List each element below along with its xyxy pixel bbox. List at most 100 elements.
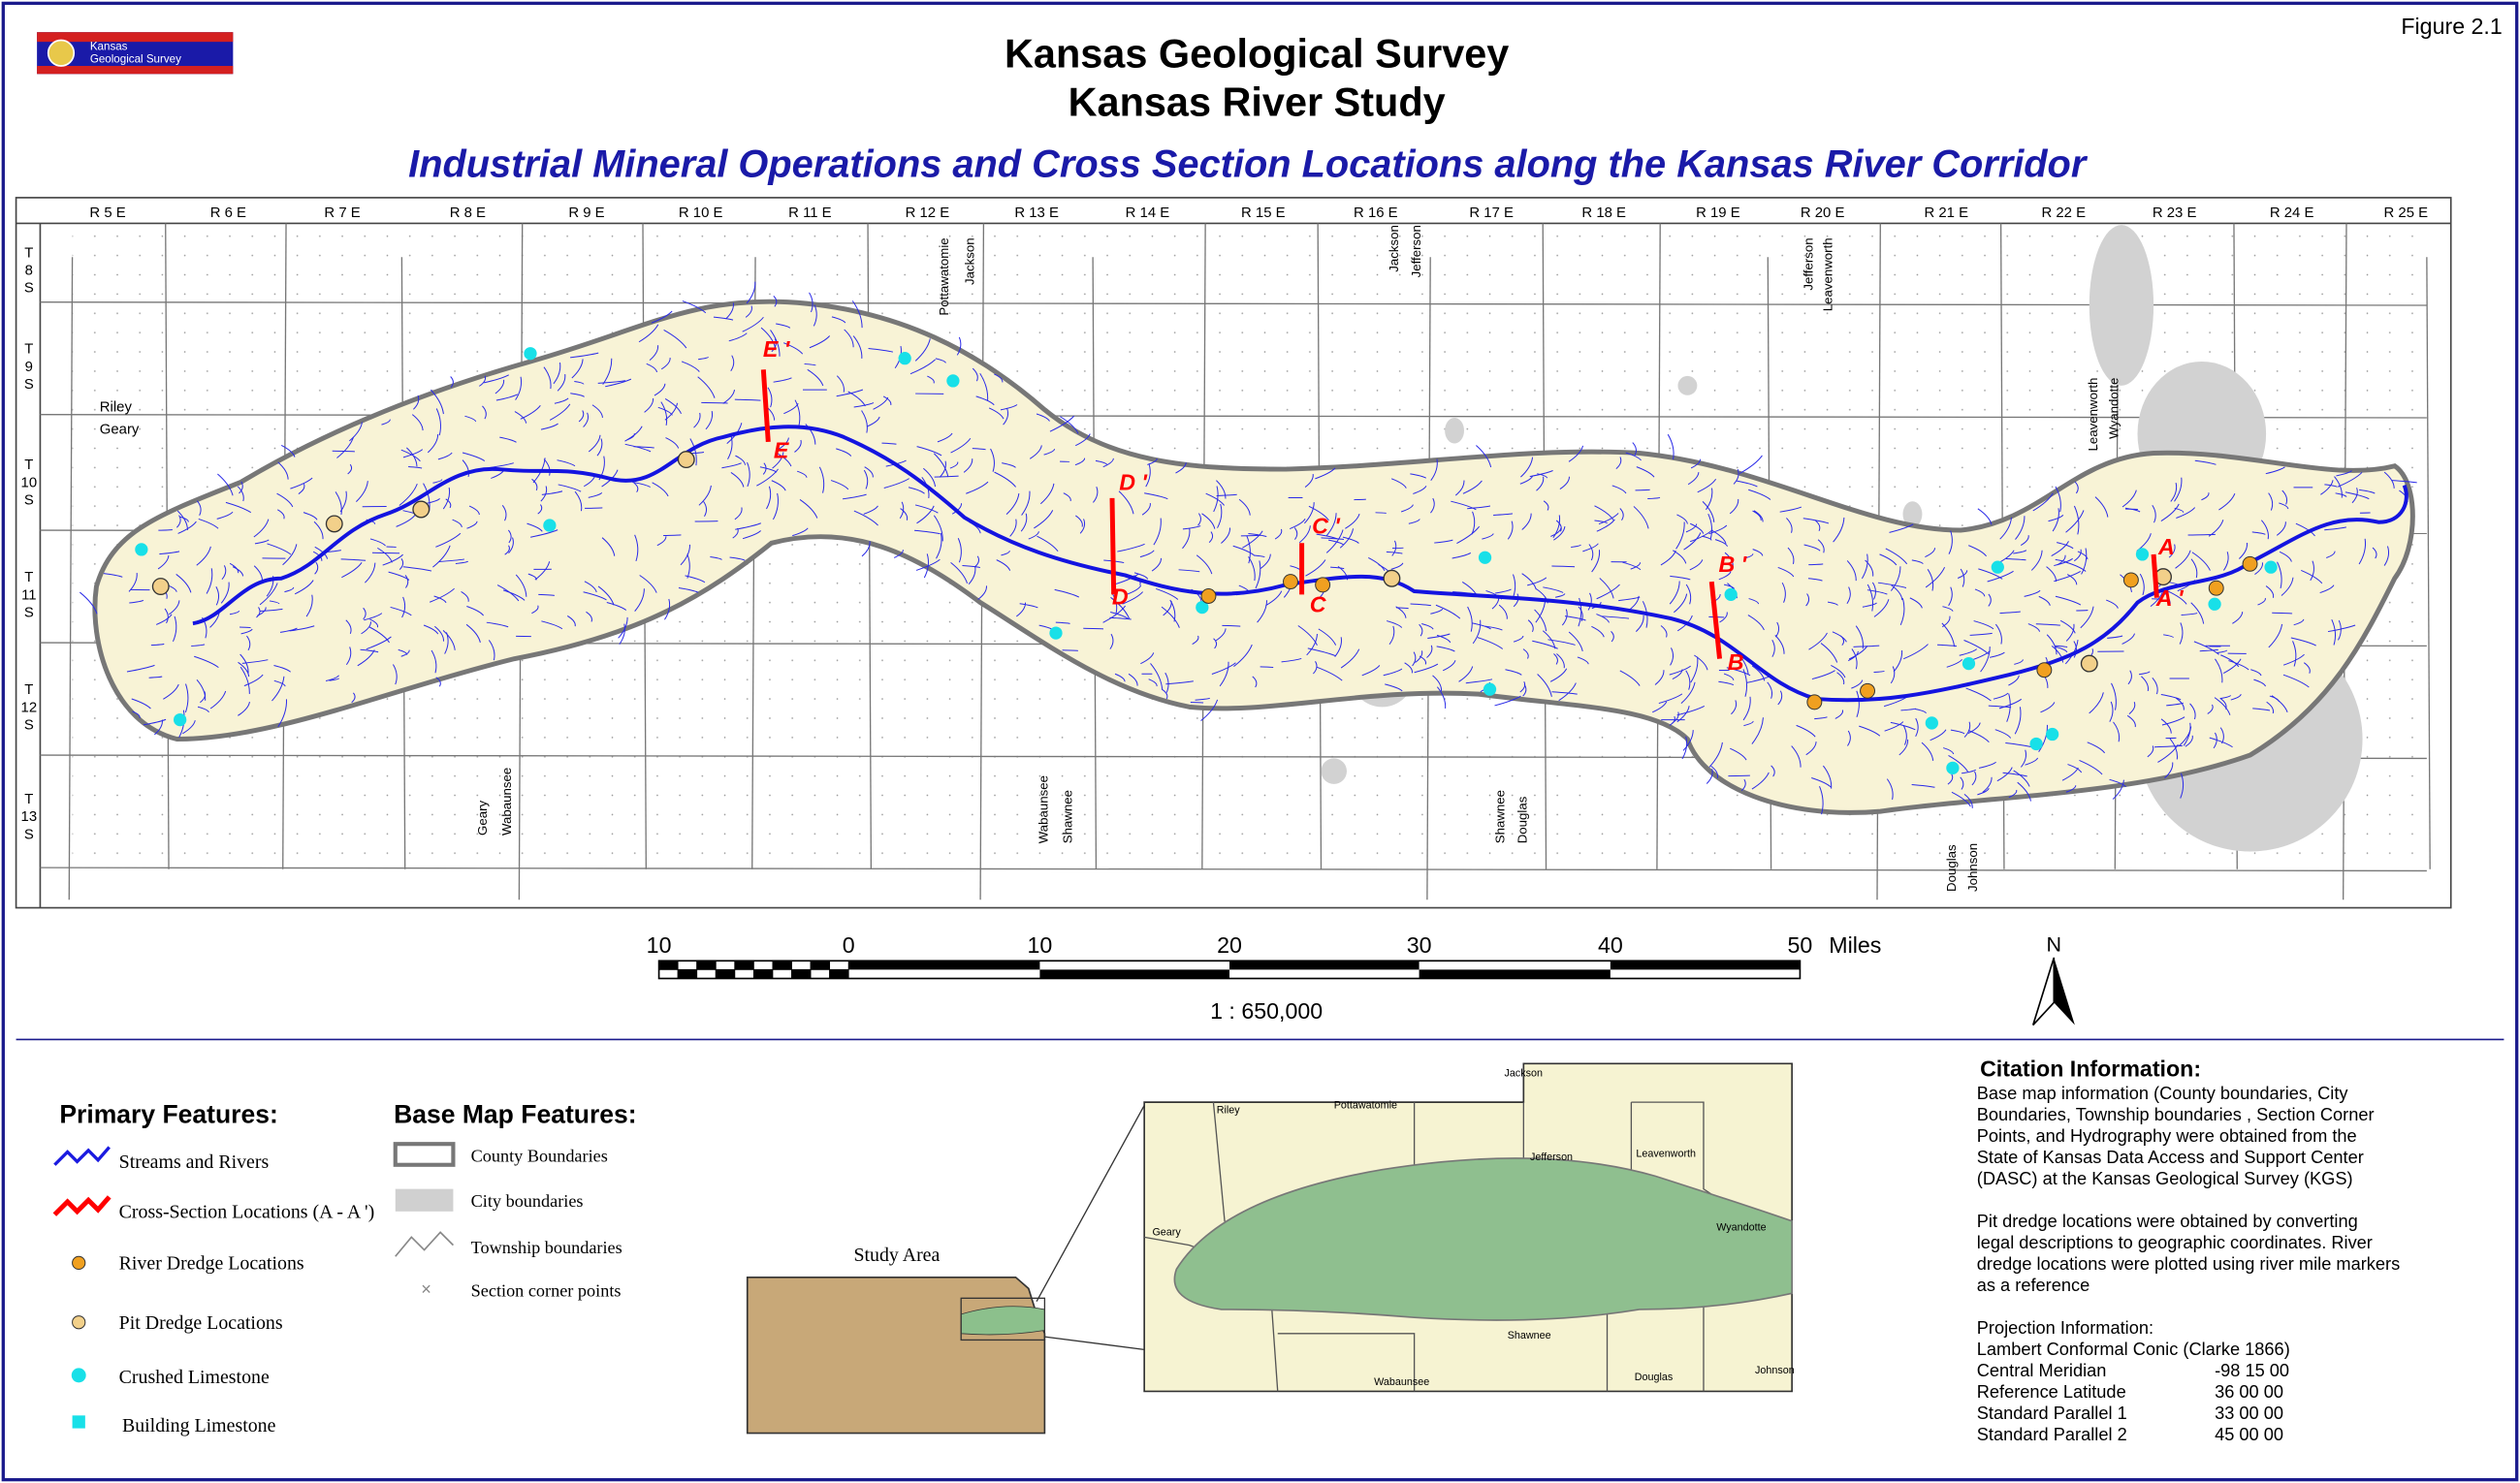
stream [772, 452, 784, 469]
stream [1095, 459, 1108, 465]
stream [1182, 528, 1191, 550]
stream [2358, 538, 2366, 565]
stream [2327, 624, 2356, 633]
citation-line: dredge locations were plotted using rive… [1977, 1253, 2400, 1274]
stream [664, 598, 671, 620]
stream [273, 665, 291, 673]
stream [1803, 544, 1821, 552]
stream [1578, 606, 1583, 622]
stream [1770, 765, 1775, 777]
stream [2193, 641, 2219, 655]
stream [1493, 513, 1514, 516]
stream [1742, 669, 1748, 697]
stream [1767, 681, 1773, 699]
stream [1751, 665, 1766, 681]
stream [1898, 739, 1909, 756]
stream [1529, 470, 1553, 478]
stream [1708, 742, 1723, 768]
stream [689, 438, 697, 466]
stream [435, 408, 441, 436]
stream [1547, 639, 1576, 646]
stream [1742, 696, 1751, 721]
stream [1971, 771, 1977, 786]
stream [1472, 619, 1482, 645]
stream [2228, 660, 2249, 671]
stream [437, 452, 453, 460]
stream [229, 610, 240, 615]
stream [583, 591, 607, 601]
stream [2320, 480, 2334, 495]
stream [1039, 483, 1055, 505]
stream [1472, 622, 1491, 630]
stream [1851, 679, 1864, 689]
stream [1222, 624, 1241, 627]
stream [1306, 633, 1318, 656]
stream [728, 332, 748, 342]
stream [2334, 476, 2343, 498]
stream [196, 546, 211, 566]
stream [1163, 601, 1172, 616]
city [1321, 758, 1348, 784]
stream [1820, 643, 1838, 663]
stream [1568, 445, 1584, 462]
range-label: R 14 E [1126, 205, 1170, 221]
range-label: R 8 E [450, 205, 486, 221]
stream [1404, 662, 1413, 674]
stream [177, 521, 197, 534]
township-label: S [24, 493, 34, 509]
stream [1055, 621, 1070, 624]
citation-line: legal descriptions to geographic coordin… [1977, 1232, 2373, 1252]
stream [1005, 492, 1020, 515]
stream [1260, 553, 1271, 569]
stream [586, 611, 592, 622]
stream [1625, 452, 1642, 461]
stream [411, 414, 424, 431]
stream [660, 401, 668, 426]
stream [638, 324, 659, 343]
stream [2272, 612, 2293, 615]
stream [1339, 528, 1355, 549]
stream [1814, 520, 1821, 532]
township-label: 13 [21, 809, 38, 825]
stream [933, 515, 943, 542]
stream [254, 539, 270, 545]
stream [1873, 599, 1890, 617]
stream [1559, 476, 1570, 489]
stream [1127, 584, 1142, 595]
stream [2269, 695, 2280, 703]
stream [1476, 445, 1492, 468]
township-label: S [24, 718, 34, 734]
north-label: N [2047, 932, 2062, 956]
county-label: Jefferson [1409, 225, 1423, 277]
pit-dredge [1383, 569, 1401, 587]
stream [1454, 480, 1465, 496]
stream [396, 515, 416, 527]
stream [2251, 531, 2266, 535]
stream [2175, 550, 2191, 569]
cross-section-label: E [774, 437, 790, 462]
stream [197, 706, 209, 713]
stream [1977, 508, 1993, 525]
stream [393, 664, 398, 685]
stream [2161, 716, 2185, 726]
stream [950, 562, 969, 584]
stream [2222, 552, 2229, 571]
scale-label: 30 [1407, 932, 1432, 958]
stream [1260, 666, 1274, 669]
stream [713, 316, 734, 321]
stream [1330, 566, 1345, 570]
stream [1687, 472, 1700, 486]
stream [259, 583, 278, 606]
stream [276, 492, 294, 508]
stream [1752, 510, 1762, 521]
stream [775, 452, 792, 467]
stream [1213, 638, 1218, 649]
stream [1615, 457, 1622, 469]
stream [873, 396, 889, 410]
stream [1413, 486, 1427, 494]
stream [1588, 544, 1594, 561]
stream [369, 618, 379, 628]
river-dredge [1860, 682, 1876, 699]
stream [221, 565, 227, 581]
stream [164, 608, 169, 624]
